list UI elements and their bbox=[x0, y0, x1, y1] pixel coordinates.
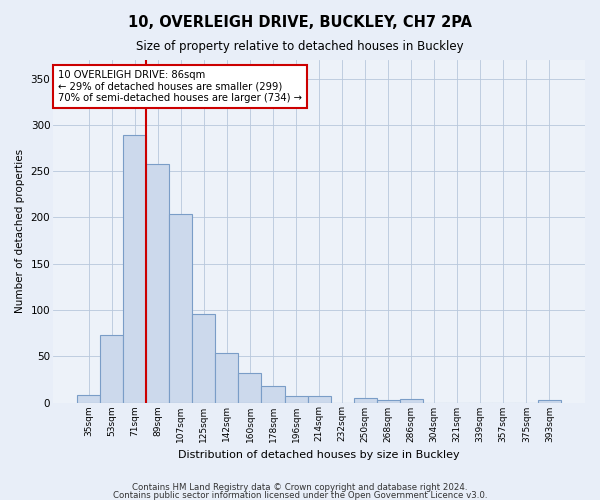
Text: 10, OVERLEIGH DRIVE, BUCKLEY, CH7 2PA: 10, OVERLEIGH DRIVE, BUCKLEY, CH7 2PA bbox=[128, 15, 472, 30]
Bar bbox=[77, 395, 100, 402]
Bar bbox=[215, 354, 238, 403]
Bar bbox=[284, 396, 308, 402]
Bar bbox=[100, 335, 124, 402]
Text: 10 OVERLEIGH DRIVE: 86sqm
← 29% of detached houses are smaller (299)
70% of semi: 10 OVERLEIGH DRIVE: 86sqm ← 29% of detac… bbox=[58, 70, 302, 104]
Bar bbox=[308, 396, 331, 402]
Bar bbox=[400, 399, 422, 402]
Bar bbox=[124, 135, 146, 402]
Text: Size of property relative to detached houses in Buckley: Size of property relative to detached ho… bbox=[136, 40, 464, 53]
Text: Contains public sector information licensed under the Open Government Licence v3: Contains public sector information licen… bbox=[113, 490, 487, 500]
Bar bbox=[169, 214, 193, 402]
Bar bbox=[353, 398, 377, 402]
Bar bbox=[262, 386, 284, 402]
Bar bbox=[538, 400, 561, 402]
Bar bbox=[377, 400, 400, 402]
Y-axis label: Number of detached properties: Number of detached properties bbox=[15, 149, 25, 314]
Text: Contains HM Land Registry data © Crown copyright and database right 2024.: Contains HM Land Registry data © Crown c… bbox=[132, 483, 468, 492]
Bar bbox=[193, 314, 215, 402]
Bar bbox=[238, 373, 262, 402]
X-axis label: Distribution of detached houses by size in Buckley: Distribution of detached houses by size … bbox=[178, 450, 460, 460]
Bar bbox=[146, 164, 169, 402]
